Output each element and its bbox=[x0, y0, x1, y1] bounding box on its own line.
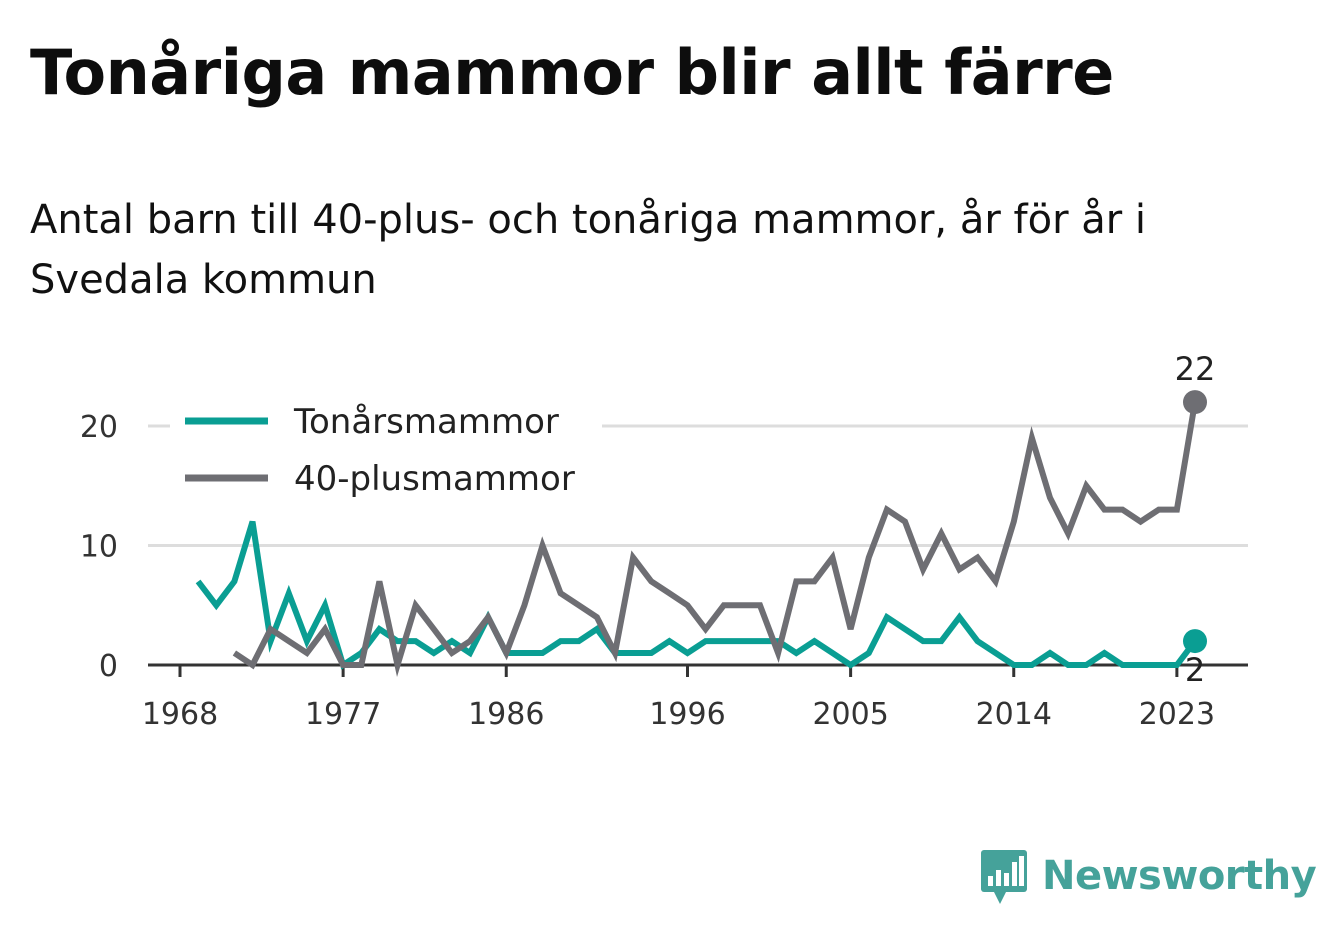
end-label-forty: 22 bbox=[1175, 350, 1216, 388]
end-label-teen: 2 bbox=[1185, 651, 1205, 689]
newsworthy-logo-icon bbox=[981, 850, 1027, 904]
x-tick-label-1996: 1996 bbox=[649, 697, 725, 732]
x-tick-label-1986: 1986 bbox=[468, 697, 544, 732]
legend-label-teen: Tonårsmammor bbox=[293, 402, 559, 442]
series-end-point-teen bbox=[1183, 629, 1207, 654]
x-tick-label-1977: 1977 bbox=[305, 697, 381, 732]
x-tick-label-2005: 2005 bbox=[812, 697, 888, 732]
x-tick-label-1968: 1968 bbox=[142, 697, 218, 732]
series-line-teen bbox=[195, 520, 1198, 670]
series-line-forty bbox=[232, 401, 1198, 677]
chart-subtitle: Antal barn till 40-plus- och tonåriga ma… bbox=[30, 197, 1147, 303]
brand-name: Newsworthy bbox=[1042, 853, 1317, 899]
legend-box bbox=[170, 390, 602, 508]
legend-label-forty: 40-plusmammor bbox=[294, 459, 575, 499]
x-tick-label-2023: 2023 bbox=[1139, 697, 1215, 732]
newsworthy-logo: Newsworthy bbox=[980, 846, 1317, 906]
y-tick-label-20: 20 bbox=[80, 410, 118, 445]
series-end-point-forty bbox=[1183, 390, 1207, 415]
y-tick-label-10: 10 bbox=[80, 530, 118, 565]
y-tick-label-0: 0 bbox=[99, 649, 118, 684]
chart-title: Tonåriga mammor blir allt färre bbox=[30, 36, 1114, 109]
x-tick-label-2014: 2014 bbox=[976, 697, 1052, 732]
